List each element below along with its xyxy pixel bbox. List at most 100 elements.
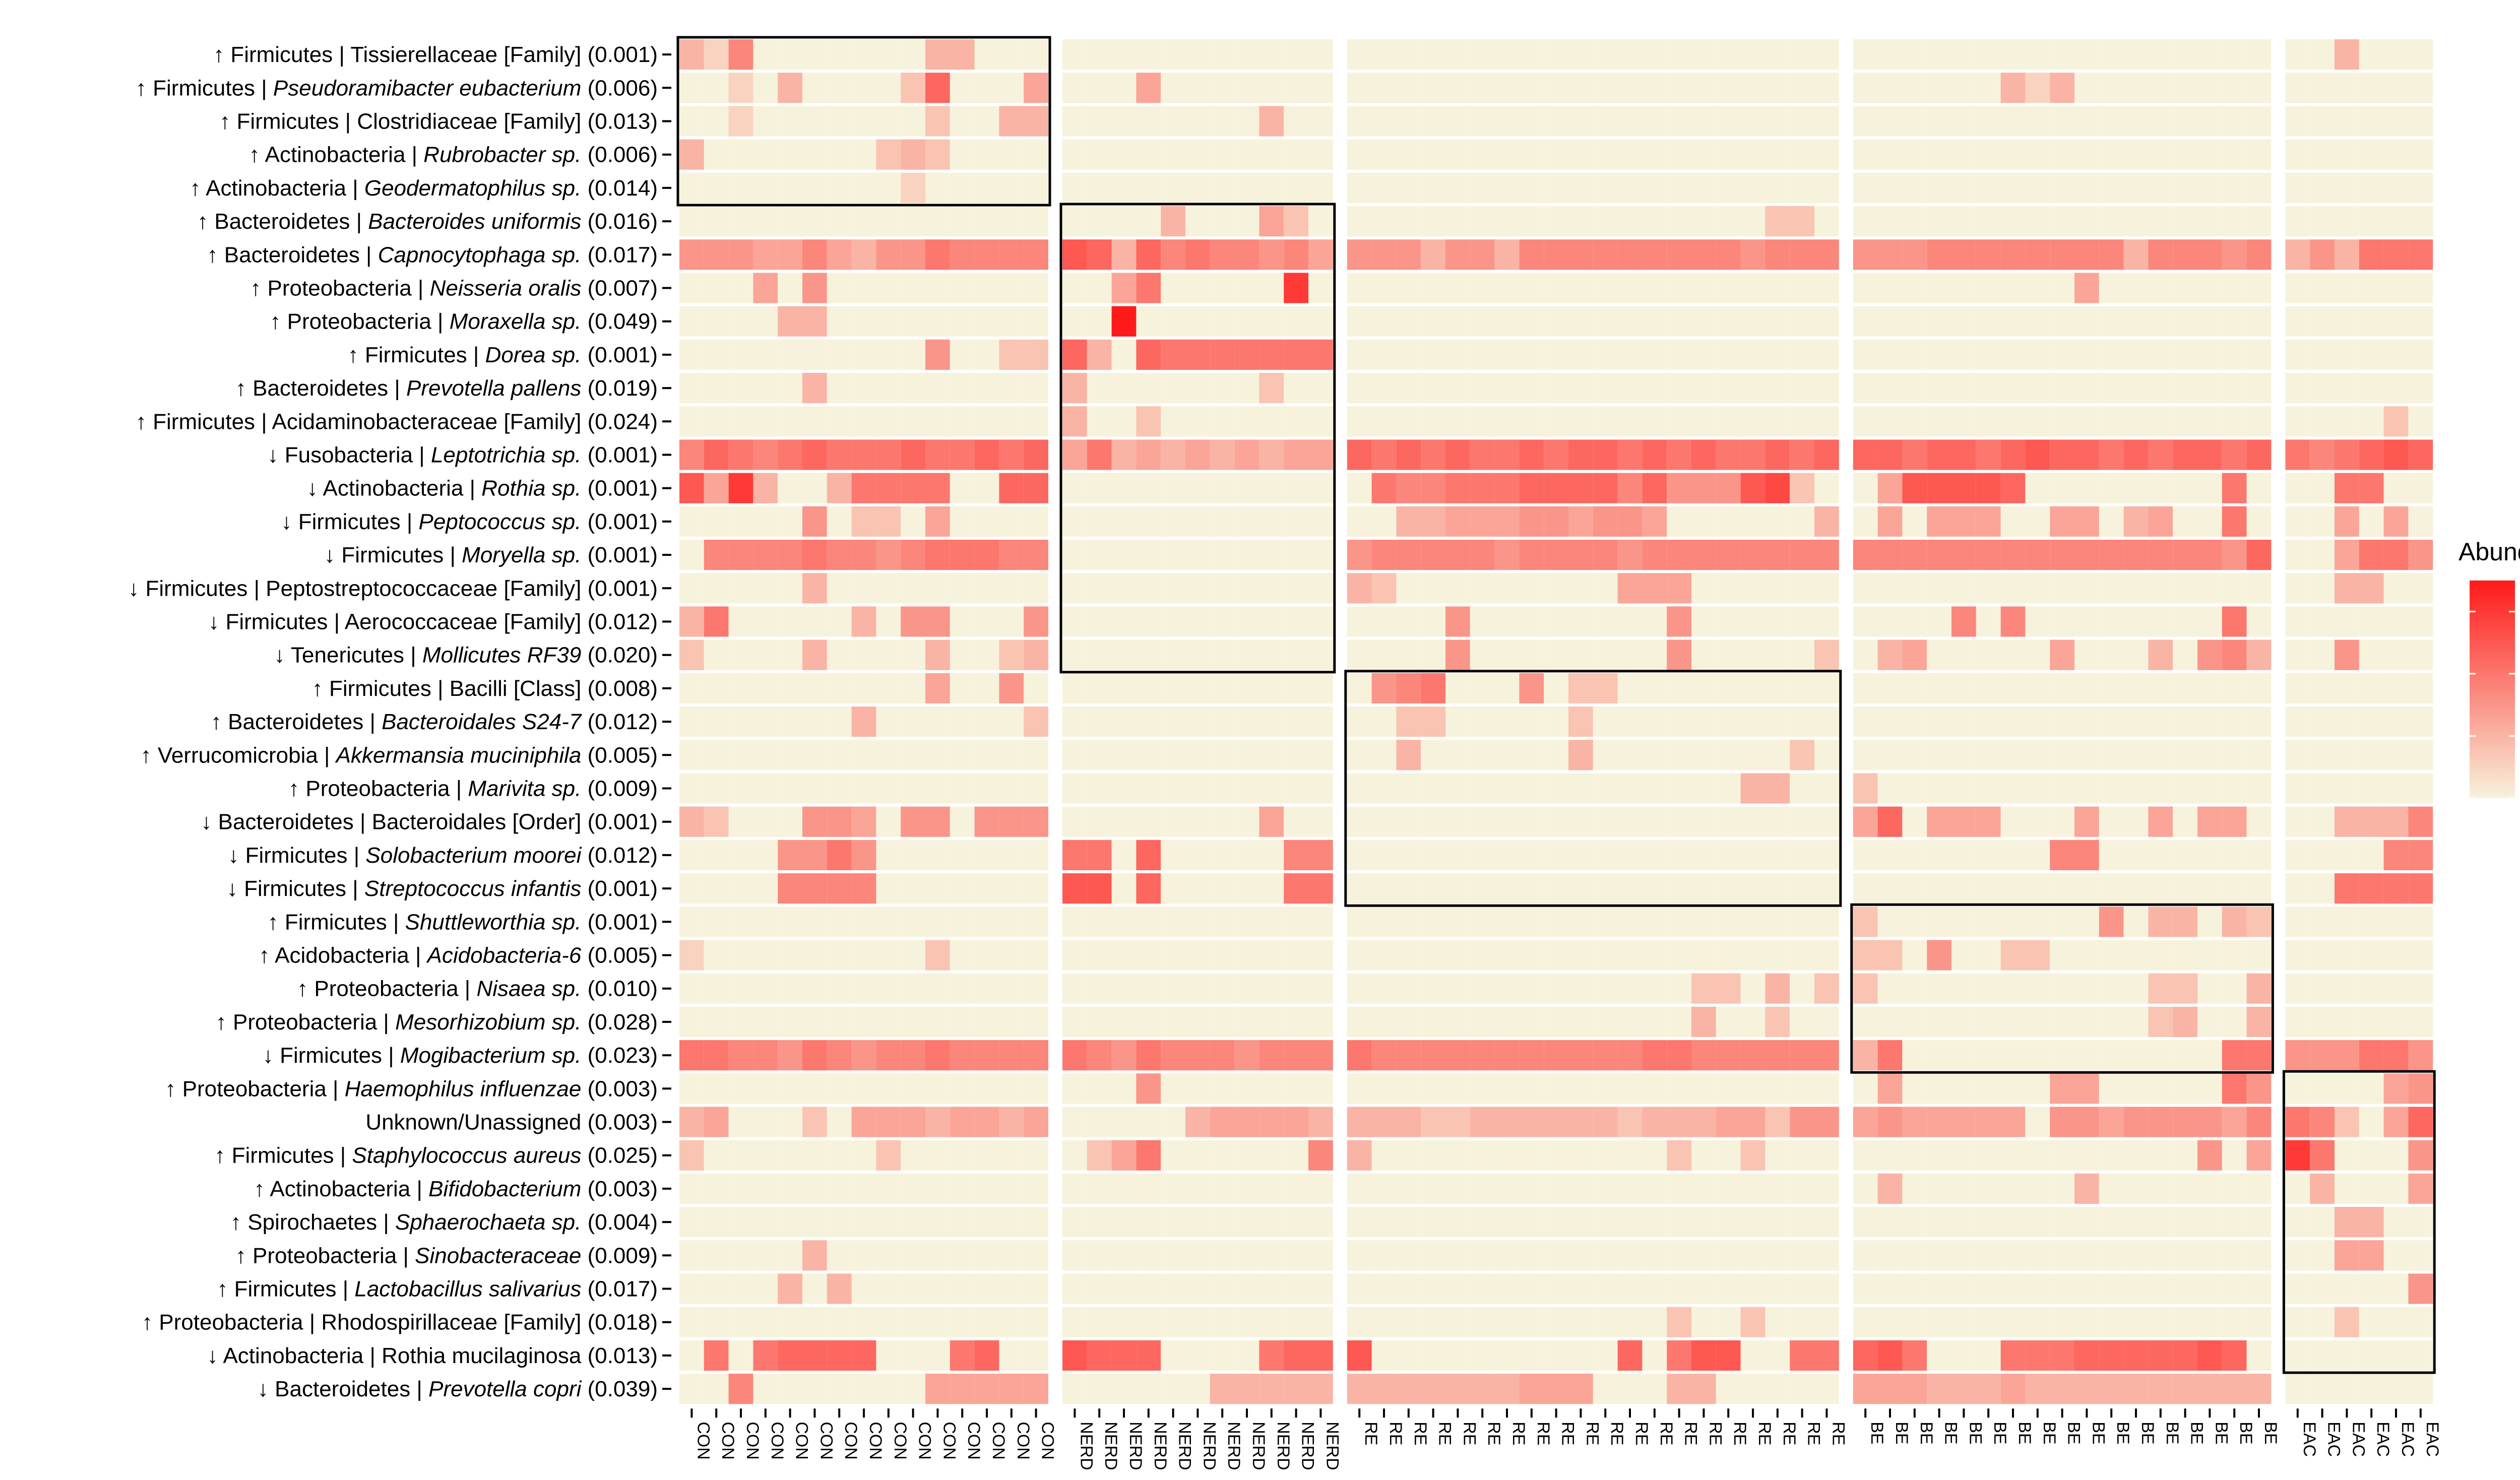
heatmap-cell bbox=[2359, 1307, 2384, 1337]
heatmap-cell bbox=[1642, 773, 1667, 804]
heatmap-cell bbox=[1740, 940, 1766, 971]
heatmap-cell bbox=[1853, 106, 1878, 137]
heatmap-cell bbox=[1877, 406, 1903, 437]
heatmap-cell bbox=[851, 1107, 876, 1137]
heatmap-cell bbox=[2335, 907, 2359, 937]
heatmap-cell bbox=[999, 172, 1024, 203]
heatmap-cell bbox=[1568, 1107, 1593, 1137]
heatmap-cell bbox=[2025, 740, 2050, 770]
heatmap-cell bbox=[1814, 973, 1839, 1004]
heatmap-cell bbox=[802, 373, 827, 404]
heatmap-cell bbox=[1308, 1273, 1333, 1304]
heatmap-cell bbox=[1024, 673, 1048, 703]
heatmap-cell bbox=[1642, 473, 1667, 503]
heatmap-cell bbox=[2123, 1040, 2149, 1071]
heatmap-cell bbox=[1691, 873, 1716, 904]
heatmap-cell bbox=[1790, 139, 1814, 170]
heatmap-cell bbox=[1421, 973, 1445, 1004]
heatmap-cell bbox=[1308, 1307, 1333, 1337]
heatmap-cell bbox=[876, 973, 901, 1004]
heatmap-cell bbox=[704, 73, 729, 103]
heatmap-cell bbox=[2197, 907, 2222, 937]
heatmap-cell bbox=[1716, 873, 1741, 904]
heatmap-cell bbox=[1470, 639, 1495, 670]
heatmap-cell bbox=[1976, 1006, 2001, 1037]
heatmap-cell bbox=[1691, 439, 1716, 470]
heatmap-cell bbox=[1716, 1307, 1741, 1337]
heatmap-cell bbox=[2000, 706, 2026, 737]
heatmap-cell bbox=[1814, 606, 1839, 637]
heatmap-cell bbox=[974, 873, 999, 904]
column-label: EAC bbox=[2373, 1422, 2392, 1457]
heatmap-cell bbox=[2335, 1006, 2359, 1037]
heatmap-cell bbox=[1396, 1040, 1421, 1071]
heatmap-cell bbox=[1136, 1273, 1161, 1304]
heatmap-cell bbox=[1284, 940, 1308, 971]
heatmap-cell bbox=[1371, 673, 1397, 703]
heatmap-cell bbox=[2099, 1207, 2124, 1238]
heatmap-cell bbox=[1716, 1207, 1741, 1238]
heatmap-cell bbox=[925, 206, 950, 237]
heatmap-cell bbox=[876, 1340, 901, 1371]
heatmap-cell bbox=[1765, 873, 1790, 904]
heatmap-cell bbox=[2383, 840, 2409, 870]
heatmap-cell bbox=[1790, 940, 1814, 971]
heatmap-cell bbox=[1568, 639, 1593, 670]
heatmap-cell bbox=[851, 940, 876, 971]
heatmap-cell bbox=[753, 773, 778, 804]
heatmap-cell bbox=[1284, 473, 1308, 503]
heatmap-cell bbox=[2408, 306, 2433, 337]
heatmap-cell bbox=[827, 1240, 852, 1271]
heatmap-cell bbox=[1347, 172, 1372, 203]
heatmap-cell bbox=[2099, 473, 2124, 503]
heatmap-cell bbox=[1470, 1207, 1495, 1238]
heatmap-cell bbox=[1161, 406, 1185, 437]
heatmap-cell bbox=[1111, 339, 1137, 370]
legend-ticks: 4096256161 bbox=[2470, 611, 2515, 799]
heatmap-cell bbox=[1210, 273, 1235, 303]
heatmap-cell bbox=[1716, 1240, 1741, 1271]
heatmap-cell bbox=[1519, 840, 1544, 870]
heatmap-cell bbox=[999, 1006, 1024, 1037]
heatmap-cell bbox=[1902, 206, 1927, 237]
heatmap-cell bbox=[2173, 1207, 2197, 1238]
heatmap-cell bbox=[1902, 506, 1927, 537]
heatmap-cell bbox=[925, 873, 950, 904]
heatmap-cell bbox=[901, 1240, 925, 1271]
heatmap-cell bbox=[1371, 840, 1397, 870]
heatmap-cell bbox=[1814, 406, 1839, 437]
heatmap-cell bbox=[1691, 940, 1716, 971]
heatmap-cell bbox=[1691, 973, 1716, 1004]
heatmap-cell bbox=[1087, 1273, 1112, 1304]
heatmap-cell bbox=[1421, 406, 1445, 437]
column-label: NERD bbox=[1274, 1422, 1293, 1470]
heatmap-cell bbox=[1259, 806, 1284, 837]
heatmap-cell bbox=[1642, 172, 1667, 203]
heatmap-cell bbox=[1790, 39, 1814, 70]
column-label: BE bbox=[1941, 1422, 1961, 1444]
heatmap-cell bbox=[1765, 473, 1790, 503]
row-label: ↑ Firmicutes | Bacilli [Class] (0.008) bbox=[312, 676, 658, 701]
heatmap-cell bbox=[1062, 806, 1087, 837]
heatmap-cell bbox=[950, 73, 975, 103]
heatmap-cell bbox=[1740, 606, 1766, 637]
heatmap-cell bbox=[1347, 740, 1372, 770]
heatmap-cell bbox=[2335, 639, 2359, 670]
heatmap-cell bbox=[2148, 907, 2173, 937]
heatmap-cell bbox=[901, 1073, 925, 1104]
heatmap-cell bbox=[2099, 573, 2124, 604]
heatmap-cell bbox=[2148, 39, 2173, 70]
heatmap-cell bbox=[1877, 1240, 1903, 1271]
heatmap-cell bbox=[2099, 1173, 2124, 1204]
heatmap-cell bbox=[1185, 406, 1210, 437]
heatmap-cell bbox=[1877, 106, 1903, 137]
heatmap-cell bbox=[1691, 573, 1716, 604]
heatmap-cell bbox=[2123, 606, 2149, 637]
heatmap-cell bbox=[1062, 206, 1087, 237]
heatmap-cell bbox=[1902, 473, 1927, 503]
heatmap-cell bbox=[1976, 1340, 2001, 1371]
heatmap-cell bbox=[1568, 1006, 1593, 1037]
heatmap-cell bbox=[1161, 39, 1185, 70]
heatmap-cell bbox=[1853, 940, 1878, 971]
heatmap-cell bbox=[1691, 206, 1716, 237]
